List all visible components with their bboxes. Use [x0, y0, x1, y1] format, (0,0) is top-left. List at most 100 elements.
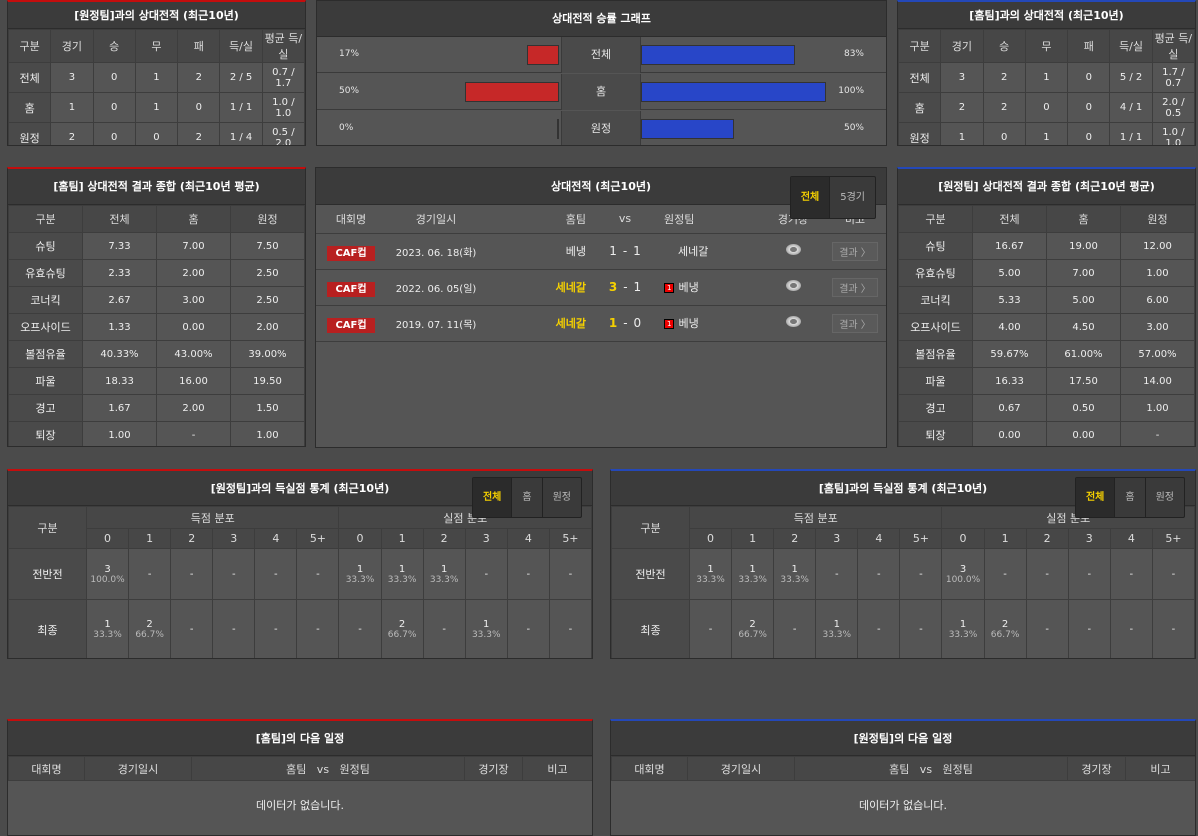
- count-value: 2: [1001, 619, 1009, 630]
- goal-bucket: 4: [254, 528, 298, 549]
- cell-value: 7.50: [230, 232, 305, 260]
- count-value: -: [189, 624, 194, 635]
- stadium-icon[interactable]: [785, 316, 801, 327]
- away-schedule-panel: [원정팀]의 다음 일정 대회명 경기일시 홈팀 vs 원정팀 경기장 비고 데이터가 없습…: [610, 719, 1196, 836]
- result-button[interactable]: 결과 〉: [832, 277, 878, 297]
- row-label: 전체: [898, 62, 942, 93]
- cell-value: 0.00: [972, 421, 1047, 446]
- tab-home[interactable]: 홈: [1114, 478, 1144, 517]
- count-value: 1: [791, 563, 798, 575]
- cell-value: 59.67%: [972, 340, 1047, 368]
- percent-value: 66.7%: [990, 630, 1020, 640]
- count-value: -: [1003, 568, 1007, 580]
- col-header: 전체: [972, 205, 1047, 233]
- col-header: 홈팀 vs 원정팀: [794, 756, 1068, 781]
- row-label: 볼점유율: [8, 340, 83, 368]
- cell-value: 7.00: [156, 232, 231, 260]
- table-row: 전반전 3 100.0% - - - - -1 33.3% 1 33.3% 1 33.3% - - -: [8, 548, 592, 600]
- score-separator: -: [622, 244, 628, 258]
- row-label: 파울: [8, 367, 83, 395]
- cell-value: 1 / 4: [219, 122, 263, 145]
- cell-value: 14.00: [1120, 367, 1195, 395]
- cell-value: 0.50: [1046, 394, 1121, 422]
- panel-title: [원정팀] 상대전적 결과 종합 (최근10년 평균): [898, 169, 1195, 205]
- stadium-icon[interactable]: [785, 280, 801, 291]
- cell-value: 1.33: [82, 313, 157, 341]
- result-button[interactable]: 결과 〉: [832, 313, 878, 333]
- count-value: 1: [440, 563, 448, 575]
- count-value: 1: [356, 563, 364, 575]
- cell-value: 1.50: [230, 394, 305, 422]
- row-label: 원정: [8, 122, 52, 145]
- count-value: -: [1171, 568, 1176, 580]
- empty-message: 데이터가 없습니다.: [859, 799, 947, 812]
- cell-value: 1.00: [1120, 259, 1195, 287]
- tab-all[interactable]: 전체: [790, 177, 830, 218]
- row-label: 홈: [561, 74, 641, 110]
- col-category: 구분: [8, 506, 87, 549]
- cell-value: 17.50: [1046, 367, 1121, 395]
- row-label: 파울: [898, 367, 973, 395]
- goal-stats-title: [홈팀]과의 득실점 통계 (최근10년): [818, 482, 988, 495]
- tab-all[interactable]: 전체: [1075, 478, 1115, 517]
- panel-title: 상대전적 (최근10년) 전체 5경기: [316, 168, 886, 219]
- panel-title: 상대전적 승률 그래프: [317, 1, 886, 37]
- row-label: 원정: [561, 111, 641, 145]
- cell-value: 0: [1067, 62, 1111, 93]
- cell-value: 2.50: [230, 259, 305, 287]
- count-value: -: [147, 568, 152, 580]
- tab-home[interactable]: 홈: [511, 478, 541, 517]
- col-header: 전체: [82, 205, 157, 233]
- tab-away[interactable]: 원정: [541, 478, 581, 517]
- match-row[interactable]: CAF컵 2019. 07. 11(목) 세네갈 1-0 1 베냉 결과 〉: [316, 304, 886, 342]
- tab-away[interactable]: 원정: [1144, 478, 1184, 517]
- tab-5-games[interactable]: 5경기: [829, 177, 875, 218]
- cell-value: 1.00: [82, 421, 157, 446]
- col-header: 무: [134, 29, 179, 63]
- goal-stats-table: 구분 득점 분포 실점 분포 0 1 2 3 4 5+ 0 1 2 3 4 5+ 전반전 1 33.3% 1 33.3…: [611, 506, 1195, 658]
- venue-filter: 전체 홈 원정: [471, 477, 582, 518]
- goal-bucket: 1: [983, 528, 1027, 549]
- goal-bucket: 0: [338, 528, 382, 549]
- venue-filter: 전체 홈 원정: [1074, 477, 1185, 518]
- left-percent: 17%: [339, 49, 360, 59]
- col-header: 홈: [1046, 205, 1121, 233]
- table-row: 오프사이드 4.00 4.50 3.00: [898, 313, 1195, 341]
- row-label: 최종: [8, 599, 87, 658]
- table-row: 볼점유율 40.33% 43.00% 39.00%: [8, 340, 305, 368]
- cell-value: 61.00%: [1046, 340, 1121, 368]
- col-header: 비고: [1125, 756, 1195, 781]
- panel-title: [홈팀]과의 득실점 통계 (최근10년) 전체 홈 원정: [611, 471, 1195, 518]
- record-table: 구분 경기 승 무 패 득/실 평균 득/실 전체 3 0 1 2 2 / 5 0.7 / 1.7 홈 1 0 1…: [8, 29, 305, 145]
- table-row: 최종 -2 66.7% -1 33.3% - -1 33.3% 2 66.7% - - - -: [611, 599, 1195, 658]
- col-header: 평균 득/실: [1151, 29, 1195, 63]
- cell-value: 43.00%: [156, 340, 231, 368]
- cell-value: 16.33: [972, 367, 1047, 395]
- table-row: 전체 3 2 1 0 5 / 2 1.7 / 0.7: [898, 62, 1195, 93]
- left-bar: [465, 82, 559, 102]
- result-button[interactable]: 결과 〉: [832, 241, 878, 261]
- cell-value: 1: [134, 92, 179, 123]
- col-header: 비고: [522, 756, 592, 781]
- count-value: 1: [398, 563, 406, 575]
- col-header: 무: [1024, 29, 1069, 63]
- home-team: 베냉: [486, 232, 586, 270]
- percent-value: 100.0%: [945, 574, 981, 585]
- table-row: 코너킥 5.33 5.00 6.00: [898, 286, 1195, 314]
- goal-bucket: 3: [815, 528, 859, 549]
- match-row[interactable]: CAF컵 2023. 06. 18(화) 베냉 1-1 세네갈 결과 〉: [316, 232, 886, 270]
- right-percent: 100%: [838, 86, 864, 96]
- match-row[interactable]: CAF컵 2022. 06. 05(일) 세네갈 3-1 1 베냉 결과 〉: [316, 268, 886, 306]
- tab-all[interactable]: 전체: [472, 478, 512, 517]
- table-row: 슈팅 16.67 19.00 12.00: [898, 232, 1195, 260]
- table-row: 파울 18.33 16.00 19.50: [8, 367, 305, 395]
- cell-value: 19.00: [1046, 232, 1121, 260]
- table-row: 코너킥 2.67 3.00 2.50: [8, 286, 305, 314]
- cell-value: -: [156, 421, 231, 446]
- stadium-icon[interactable]: [785, 244, 801, 255]
- cell-value: 7.00: [1046, 259, 1121, 287]
- row-label: 전체: [8, 62, 52, 93]
- col-header: 홈: [156, 205, 231, 233]
- cell-value: 0: [982, 122, 1026, 145]
- cell-value: 1: [134, 62, 179, 93]
